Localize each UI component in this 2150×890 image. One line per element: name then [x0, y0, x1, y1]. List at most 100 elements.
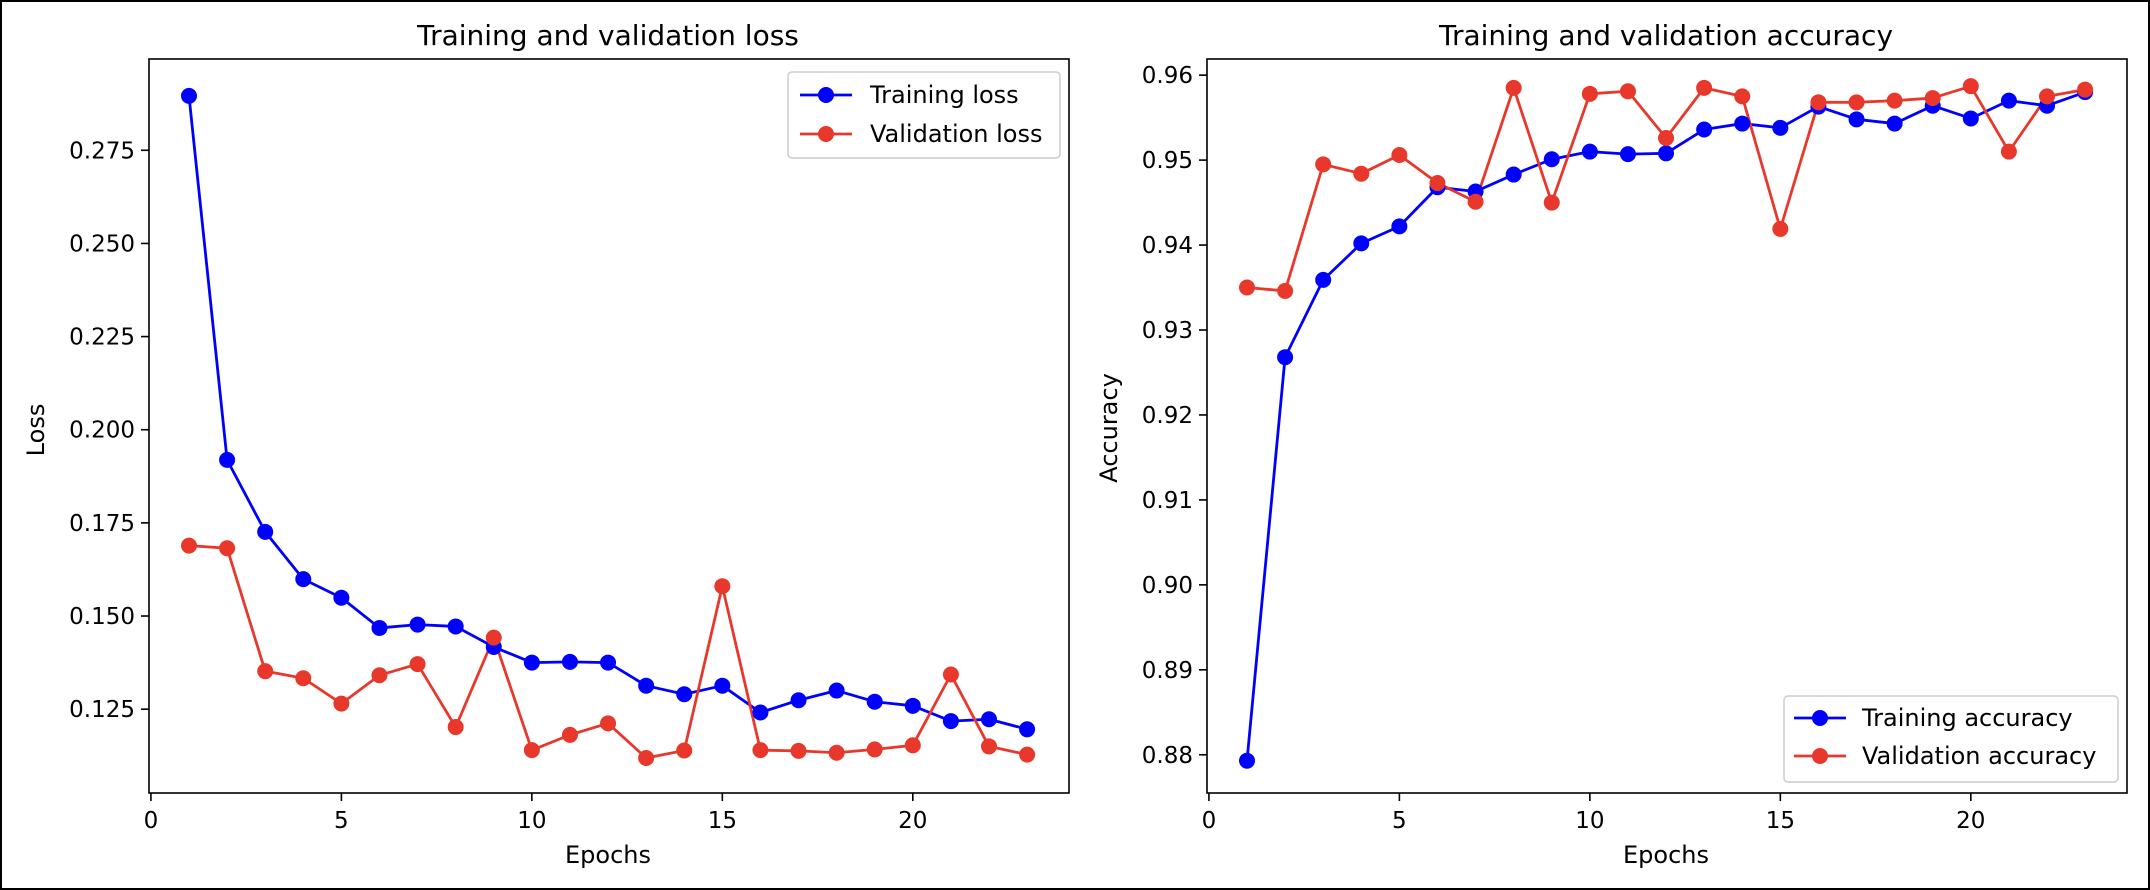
validation-loss-point	[828, 744, 845, 761]
validation-loss-point	[485, 629, 502, 646]
training-loss-point	[790, 692, 807, 709]
training-loss-point	[828, 682, 845, 699]
validation-accuracy-point	[2039, 88, 2055, 105]
training-loss-point	[942, 713, 959, 730]
validation-loss-point	[295, 670, 312, 687]
validation-loss-point	[1019, 746, 1036, 763]
legend-training-loss-label: Training loss	[869, 81, 1019, 109]
validation-loss-point	[600, 715, 617, 732]
accuracy-y-tick-label: 0.88	[1142, 743, 1193, 769]
validation-accuracy-point	[1848, 94, 1865, 111]
validation-loss-point	[409, 656, 426, 673]
validation-loss-point	[676, 742, 693, 759]
loss-series-points	[181, 87, 1036, 766]
accuracy-y-tick-label: 0.91	[1142, 488, 1193, 514]
training-loss-point	[181, 87, 197, 104]
loss-y-axis-label: Loss	[22, 404, 50, 457]
training-accuracy-point	[1581, 143, 1598, 160]
validation-accuracy-point	[1467, 193, 1484, 210]
training-accuracy-point	[1848, 111, 1865, 128]
accuracy-y-tick-label: 0.90	[1142, 573, 1193, 599]
accuracy-y-tick-label: 0.96	[1142, 63, 1193, 89]
accuracy-y-axis-label: Accuracy	[1095, 373, 1123, 483]
loss-y-tick-label: 0.275	[69, 138, 135, 164]
training-accuracy-point	[1505, 166, 1522, 183]
validation-accuracy-point	[1772, 220, 1789, 237]
accuracy-y-tick-label: 0.89	[1142, 658, 1193, 684]
training-loss-point	[409, 616, 426, 633]
validation-loss-point	[790, 742, 807, 759]
accuracy-y-tick-label: 0.92	[1142, 403, 1193, 429]
validation-loss-point	[219, 540, 236, 557]
validation-accuracy-point	[1619, 83, 1636, 100]
validation-loss-point	[257, 663, 274, 680]
accuracy-x-tick-label: 20	[1956, 808, 1985, 834]
training-loss-point	[904, 697, 921, 714]
legend-training-loss-marker	[818, 87, 834, 103]
validation-accuracy-point	[1924, 90, 1941, 107]
validation-loss-point	[447, 719, 464, 736]
accuracy-x-axis-label: Epochs	[1623, 841, 1709, 869]
training-loss-point	[523, 654, 540, 671]
loss-y-tick-label: 0.150	[69, 604, 135, 630]
loss-legend: Training loss Validation loss	[787, 71, 1061, 159]
training-accuracy-point	[1619, 146, 1636, 163]
accuracy-y-tick-label: 0.93	[1142, 318, 1193, 344]
accuracy-x-tick-label: 15	[1766, 808, 1795, 834]
training-accuracy-point	[1277, 349, 1294, 366]
accuracy-plot-area	[1206, 58, 2128, 794]
validation-loss-point	[561, 726, 578, 743]
validation-accuracy-point	[2000, 143, 2017, 160]
validation-loss-point	[333, 695, 350, 712]
validation-accuracy-point	[2077, 81, 2094, 98]
validation-loss-point	[181, 537, 197, 554]
loss-x-tick-label: 15	[708, 808, 737, 834]
training-loss-point	[1019, 721, 1036, 738]
loss-x-tick-label: 0	[144, 808, 159, 834]
training-accuracy-point	[1239, 752, 1255, 769]
validation-accuracy-point	[1658, 130, 1675, 147]
training-loss-line	[187, 95, 1028, 731]
accuracy-x-tick-label: 10	[1575, 808, 1604, 834]
training-loss-point	[866, 693, 883, 710]
training-loss-point	[676, 686, 693, 703]
loss-axis-ticks: 0 5 10 15 20 0.125 0.150 0.175 0.200 0.225 0.250 0.…	[69, 138, 927, 834]
validation-loss-point	[942, 666, 959, 683]
loss-legend-box	[787, 71, 1061, 159]
loss-x-tick-label: 5	[334, 808, 349, 834]
validation-accuracy-point	[1391, 146, 1408, 163]
training-accuracy-point	[1658, 145, 1675, 162]
validation-accuracy-point	[1581, 85, 1598, 102]
training-accuracy-line	[1245, 90, 2086, 761]
training-accuracy-point	[1543, 151, 1560, 168]
training-accuracy-point	[1962, 110, 1979, 127]
training-accuracy-point	[1772, 119, 1789, 136]
loss-x-tick-label: 10	[517, 808, 546, 834]
training-accuracy-point	[1315, 271, 1332, 288]
loss-chart-title: Training and validation loss	[416, 19, 799, 52]
training-loss-point	[333, 589, 350, 606]
loss-y-tick-label: 0.250	[69, 231, 135, 257]
validation-loss-point	[371, 667, 388, 684]
validation-accuracy-point	[1810, 94, 1827, 111]
training-accuracy-point	[1886, 115, 1903, 132]
accuracy-x-tick-label: 0	[1202, 808, 1217, 834]
loss-y-tick-label: 0.200	[69, 418, 135, 444]
accuracy-series-lines	[1245, 84, 2086, 761]
validation-accuracy-point	[1886, 92, 1903, 109]
training-loss-point	[295, 571, 312, 588]
validation-accuracy-point	[1315, 156, 1332, 173]
accuracy-chart: Training and validation accuracy Epochs …	[1095, 19, 2128, 869]
accuracy-chart-title: Training and validation accuracy	[1438, 19, 1893, 52]
validation-accuracy-point	[1734, 88, 1751, 105]
validation-accuracy-line	[1246, 84, 2086, 293]
loss-y-tick-label: 0.125	[69, 697, 135, 723]
accuracy-y-tick-label: 0.94	[1142, 233, 1193, 259]
accuracy-legend: Training accuracy Validation accuracy	[1783, 695, 2119, 783]
training-loss-point	[981, 711, 997, 728]
training-loss-point	[447, 618, 464, 635]
training-loss-point	[714, 677, 731, 694]
accuracy-legend-box	[1783, 695, 2119, 783]
